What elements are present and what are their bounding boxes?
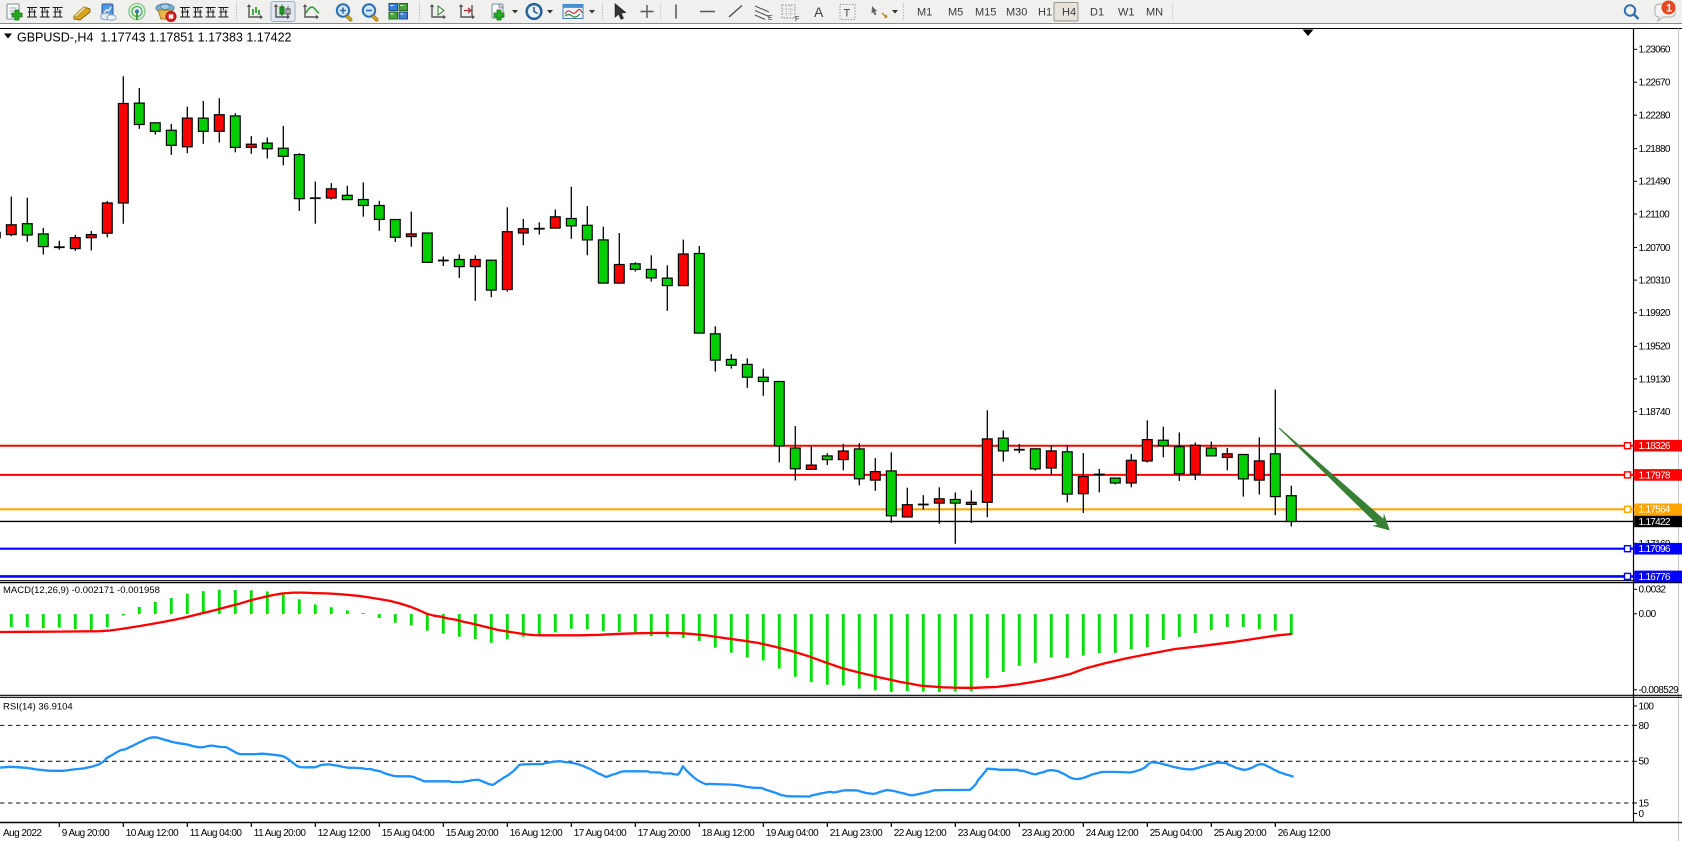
svg-text:M15: M15 (975, 7, 996, 19)
svg-text:17 Aug 04:00: 17 Aug 04:00 (574, 828, 627, 839)
svg-text:100: 100 (1639, 701, 1655, 712)
svg-text:1.21880: 1.21880 (1639, 144, 1671, 155)
svg-text:GBPUSD-,H4 1.17743 1.17851 1.: GBPUSD-,H4 1.17743 1.17851 1.17383 1.174… (17, 31, 292, 45)
svg-text:17 Aug 20:00: 17 Aug 20:00 (638, 828, 691, 839)
svg-text:MACD(12,26,9) -0.002171 -0.001: MACD(12,26,9) -0.002171 -0.001958 (3, 585, 160, 596)
svg-text:1.19520: 1.19520 (1639, 342, 1671, 353)
svg-text:1.17978: 1.17978 (1639, 470, 1671, 481)
svg-text:E: E (768, 15, 773, 22)
svg-text:1.20310: 1.20310 (1639, 276, 1671, 287)
svg-text:19 Aug 04:00: 19 Aug 04:00 (766, 828, 819, 839)
svg-text:1.17564: 1.17564 (1639, 505, 1671, 516)
svg-text:9 Aug 20:00: 9 Aug 20:00 (62, 828, 110, 839)
svg-text:21 Aug 23:00: 21 Aug 23:00 (830, 828, 883, 839)
svg-text:18 Aug 12:00: 18 Aug 12:00 (702, 828, 755, 839)
svg-text:15 Aug 20:00: 15 Aug 20:00 (446, 828, 499, 839)
svg-text:M30: M30 (1006, 7, 1027, 19)
svg-text:22 Aug 12:00: 22 Aug 12:00 (894, 828, 947, 839)
svg-text:T: T (844, 8, 851, 20)
svg-text:26 Aug 12:00: 26 Aug 12:00 (1278, 828, 1331, 839)
svg-text:1.16776: 1.16776 (1639, 572, 1671, 583)
svg-text:25 Aug 04:00: 25 Aug 04:00 (1150, 828, 1203, 839)
svg-text:25 Aug 20:00: 25 Aug 20:00 (1214, 828, 1267, 839)
svg-text:D1: D1 (1090, 7, 1104, 19)
svg-text:11 Aug 04:00: 11 Aug 04:00 (190, 828, 243, 839)
svg-text:0.0032: 0.0032 (1639, 585, 1667, 596)
svg-text:1.19920: 1.19920 (1639, 308, 1671, 319)
svg-text:Aug 2022: Aug 2022 (3, 828, 42, 839)
svg-text:10 Aug 12:00: 10 Aug 12:00 (126, 828, 179, 839)
svg-text:H1: H1 (1038, 7, 1052, 19)
svg-text:50: 50 (1639, 757, 1650, 768)
svg-text:W1: W1 (1118, 7, 1135, 19)
svg-text:1.21490: 1.21490 (1639, 177, 1671, 188)
svg-text:RSI(14) 36.9104: RSI(14) 36.9104 (3, 702, 73, 713)
svg-text:15 Aug 04:00: 15 Aug 04:00 (382, 828, 435, 839)
svg-text:0.00: 0.00 (1639, 609, 1657, 620)
svg-text:12 Aug 12:00: 12 Aug 12:00 (318, 828, 371, 839)
svg-text:1.21100: 1.21100 (1639, 209, 1671, 220)
svg-text:11 Aug 20:00: 11 Aug 20:00 (254, 828, 307, 839)
svg-text:1.22670: 1.22670 (1639, 78, 1671, 89)
svg-text:23 Aug 20:00: 23 Aug 20:00 (1022, 828, 1075, 839)
svg-text:M5: M5 (948, 7, 963, 19)
svg-text:80: 80 (1639, 721, 1650, 732)
svg-text:1.23060: 1.23060 (1639, 45, 1671, 56)
svg-text:-0.008529: -0.008529 (1639, 685, 1680, 696)
svg-text:A: A (814, 4, 824, 20)
svg-text:1.20700: 1.20700 (1639, 243, 1671, 254)
svg-text:1.17422: 1.17422 (1639, 517, 1671, 528)
svg-text:F: F (795, 16, 799, 23)
svg-text:15: 15 (1639, 798, 1650, 809)
svg-text:1.17096: 1.17096 (1639, 544, 1671, 555)
svg-text:16 Aug 12:00: 16 Aug 12:00 (510, 828, 563, 839)
svg-text:MN: MN (1146, 7, 1163, 19)
svg-text:M1: M1 (917, 7, 932, 19)
svg-text:H4: H4 (1062, 7, 1076, 19)
svg-text:24 Aug 12:00: 24 Aug 12:00 (1086, 828, 1139, 839)
svg-text:1.18740: 1.18740 (1639, 407, 1671, 418)
svg-text:1.19130: 1.19130 (1639, 374, 1671, 385)
svg-text:1: 1 (1666, 3, 1672, 15)
svg-text:0: 0 (1639, 809, 1645, 820)
svg-text:1.18326: 1.18326 (1639, 441, 1671, 452)
svg-text:23 Aug 04:00: 23 Aug 04:00 (958, 828, 1011, 839)
svg-text:1.22280: 1.22280 (1639, 111, 1671, 122)
